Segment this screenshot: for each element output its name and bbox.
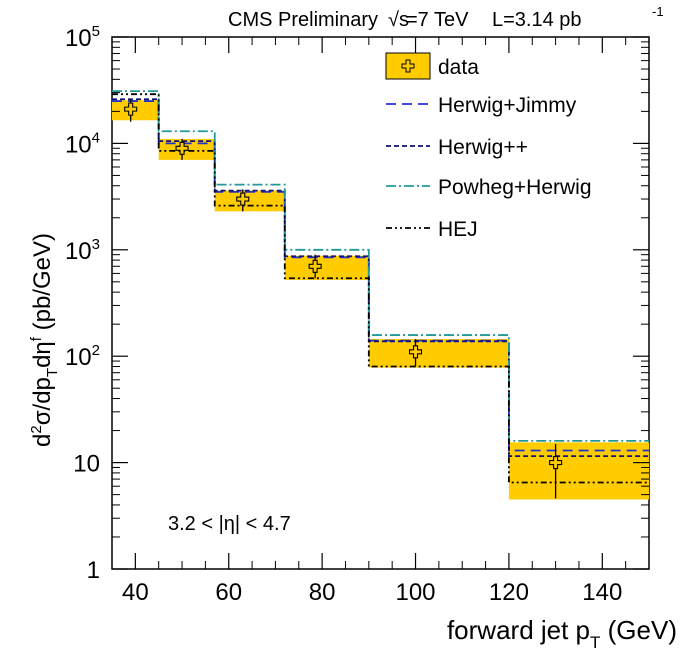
y-tick-label: 103 xyxy=(65,236,100,265)
x-tick-label: 120 xyxy=(489,579,529,606)
data-point-5 xyxy=(549,443,563,499)
legend-item-hpp: Herwig++ xyxy=(386,136,528,159)
data-point-1 xyxy=(175,138,189,160)
data-marker xyxy=(408,345,423,359)
data-points xyxy=(124,99,563,499)
x-tick-label: 100 xyxy=(395,579,435,606)
header-sqrt-s: √s xyxy=(388,9,409,31)
header-lumi: L=3.14 pb xyxy=(492,9,582,31)
legend-item-hj: Herwig+Jimmy xyxy=(386,94,577,117)
legend-label-hpp: Herwig++ xyxy=(438,136,528,159)
data-point-0 xyxy=(124,99,138,122)
curve-hej xyxy=(112,93,649,484)
plot-frame xyxy=(111,36,650,570)
legend-item-hej: HEJ xyxy=(386,218,478,241)
x-tick-label: 80 xyxy=(309,579,336,606)
data-marker xyxy=(236,192,250,206)
legend-label-ph: Powheg+Herwig xyxy=(438,176,592,199)
x-tick-label: 60 xyxy=(215,579,242,606)
data-marker xyxy=(308,259,322,273)
legend: data Herwig+Jimmy Herwig++ Powheg+Herwig HEJ xyxy=(385,52,592,241)
legend-marker-data xyxy=(401,59,415,73)
x-axis-label-main: forward jet p xyxy=(447,615,590,645)
legend-label-hj: Herwig+Jimmy xyxy=(438,94,577,117)
x-tick-label: 40 xyxy=(122,579,149,606)
legend-swatch-data xyxy=(385,52,431,80)
y-tick-label: 10 xyxy=(73,451,100,478)
x-axis-label-sub: T xyxy=(590,633,600,652)
data-point-2 xyxy=(236,189,250,212)
data-band-2 xyxy=(214,190,285,212)
data-band-3 xyxy=(284,255,369,281)
chart-header: CMS Preliminary √s =7 TeV L=3.14 pb -1 xyxy=(228,4,664,31)
y-tick-label: 105 xyxy=(65,23,100,52)
y-tick-label: 104 xyxy=(65,129,100,158)
legend-item-ph: Powheg+Herwig xyxy=(386,176,592,199)
data-marker xyxy=(549,456,563,470)
y-tick-label: 1 xyxy=(87,557,100,584)
x-axis-label-unit: (GeV) xyxy=(600,615,677,645)
theory-curves xyxy=(112,90,649,484)
header-lumi-exponent: -1 xyxy=(652,4,664,19)
axes: 40 60 80 100 120 140 1 10 102 103 104 105 xyxy=(65,23,650,606)
data-marker xyxy=(124,102,138,116)
legend-label-hej: HEJ xyxy=(438,218,478,241)
data-band-4 xyxy=(368,339,509,368)
y-axis-label: d2σ/dpTdηf (pb/GeV) xyxy=(28,233,61,447)
data-band-5 xyxy=(508,442,649,500)
data-point-3 xyxy=(308,254,322,279)
header-energy: =7 TeV xyxy=(406,9,469,31)
x-axis-label: forward jet pT (GeV) xyxy=(447,615,677,652)
data-point-4 xyxy=(408,339,423,367)
x-tick-label: 140 xyxy=(582,579,622,606)
legend-item-data: data xyxy=(385,52,479,80)
data-marker xyxy=(175,141,189,155)
y-tick-label: 102 xyxy=(65,342,100,371)
eta-range-label: 3.2 < |η| < 4.7 xyxy=(168,513,291,535)
data-uncertainty-bands xyxy=(112,100,649,500)
header-experiment: CMS Preliminary xyxy=(228,9,378,31)
legend-label-data: data xyxy=(438,56,479,79)
